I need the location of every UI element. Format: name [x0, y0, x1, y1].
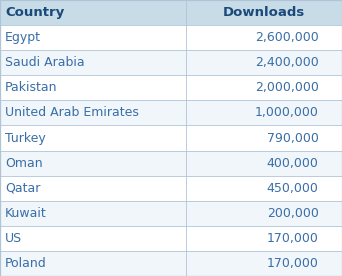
Text: 2,000,000: 2,000,000	[255, 81, 319, 94]
Text: Saudi Arabia: Saudi Arabia	[5, 56, 85, 69]
Text: Oman: Oman	[5, 156, 43, 169]
Text: Downloads: Downloads	[223, 6, 305, 19]
Text: Turkey: Turkey	[5, 131, 46, 145]
Bar	[0, 150, 342, 176]
Text: Kuwait: Kuwait	[5, 207, 47, 220]
Bar	[0, 0, 342, 25]
Text: 450,000: 450,000	[267, 182, 319, 195]
Text: 790,000: 790,000	[267, 131, 319, 145]
Text: 2,400,000: 2,400,000	[255, 56, 319, 69]
Text: United Arab Emirates: United Arab Emirates	[5, 107, 139, 120]
Text: US: US	[5, 232, 22, 245]
Text: Pakistan: Pakistan	[5, 81, 58, 94]
Text: Country: Country	[5, 6, 64, 19]
Text: 2,600,000: 2,600,000	[255, 31, 319, 44]
Text: 170,000: 170,000	[267, 232, 319, 245]
Text: 400,000: 400,000	[267, 156, 319, 169]
Bar	[0, 50, 342, 75]
Bar	[0, 25, 342, 50]
Text: 200,000: 200,000	[267, 207, 319, 220]
Bar	[0, 226, 342, 251]
Bar	[0, 176, 342, 201]
Text: 1,000,000: 1,000,000	[255, 107, 319, 120]
Bar	[0, 201, 342, 226]
Text: Qatar: Qatar	[5, 182, 40, 195]
Bar	[0, 251, 342, 276]
Text: Poland: Poland	[5, 257, 47, 270]
Bar	[0, 100, 342, 126]
Bar	[0, 126, 342, 150]
Text: Egypt: Egypt	[5, 31, 41, 44]
Text: 170,000: 170,000	[267, 257, 319, 270]
Bar	[0, 75, 342, 100]
